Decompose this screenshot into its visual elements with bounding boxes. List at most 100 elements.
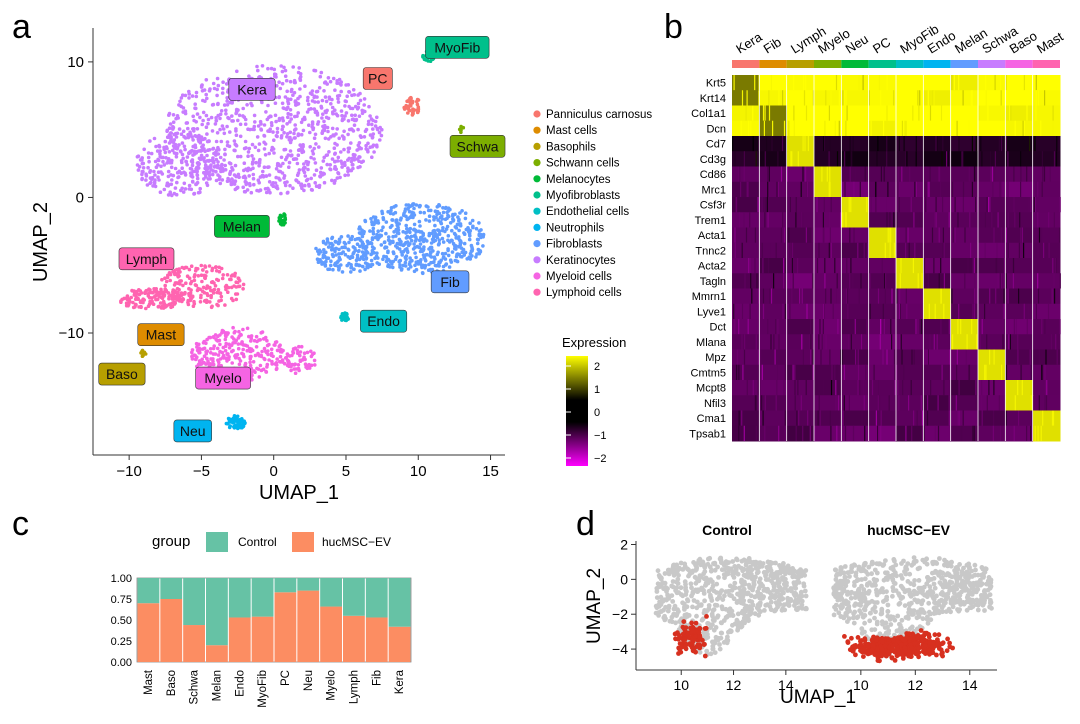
umap-cell-point: [306, 95, 310, 100]
heatmap-stripe: [823, 380, 825, 396]
heatmap-cell: [923, 212, 952, 228]
grey-cell-point: [685, 598, 691, 604]
umap-cell-point: [270, 123, 274, 128]
umap-cell-point: [352, 123, 357, 127]
umap-cell-point: [296, 153, 301, 157]
umap-cell-point: [246, 150, 251, 154]
umap-cell-point: [315, 95, 319, 99]
umap-cell-point: [277, 80, 281, 84]
legend-swatch: [533, 142, 541, 150]
umap-cell-point: [335, 127, 340, 131]
heatmap-cell: [786, 349, 815, 366]
heatmap-cell: [732, 136, 760, 152]
umap-cell-point: [250, 103, 254, 108]
umap-cell-point: [252, 369, 256, 373]
umap-cell-point: [443, 263, 448, 267]
umap-cell-point: [186, 300, 190, 305]
heatmap-stripe: [812, 273, 814, 289]
heatmap-stripe: [958, 410, 960, 426]
heatmap-stripe: [1053, 151, 1056, 167]
umap-cell-point: [354, 117, 359, 122]
heatmap-stripe: [852, 136, 854, 152]
umap-cell-point: [336, 241, 341, 246]
grey-cell-point: [775, 579, 781, 585]
umap-cell-point: [190, 94, 195, 98]
umap-cell-point: [329, 263, 333, 268]
umap-cell-point: [195, 180, 200, 185]
heatmap-stripe: [882, 303, 884, 319]
umap-cell-point: [333, 178, 337, 183]
umap-cell-point: [186, 133, 191, 138]
umap-cell-point: [411, 109, 415, 113]
umap-cell-point: [158, 190, 163, 194]
umap-cell-point: [466, 227, 471, 232]
red-cell-point: [702, 653, 708, 659]
umap-cell-point: [399, 242, 404, 247]
umap-cell-point: [283, 74, 288, 78]
umap-cell-point: [163, 150, 168, 155]
heatmap-stripe: [981, 319, 983, 335]
umap-cell-point: [289, 112, 293, 117]
umap-cell-point: [199, 156, 203, 161]
heatmap-cell: [978, 319, 1006, 335]
umap-cell-point: [404, 254, 409, 258]
grey-cell-point: [772, 608, 778, 614]
heatmap-stripe: [983, 120, 985, 136]
heatmap-stripe: [913, 212, 915, 228]
heatmap-cell: [868, 303, 897, 320]
heatmap-stripe: [767, 319, 769, 335]
umap-cell-point: [173, 166, 178, 171]
umap-cell-point: [163, 139, 168, 144]
umap-cell-point: [169, 173, 173, 177]
heatmap-cell: [759, 90, 788, 106]
grey-cell-point: [774, 588, 779, 594]
grey-cell-point: [706, 606, 712, 612]
umap-cell-point: [264, 369, 268, 374]
umap-cell-point: [257, 161, 262, 165]
umap-cell-point: [257, 375, 262, 379]
heatmap-stripe: [1003, 303, 1005, 319]
heatmap-stripe: [944, 120, 946, 136]
umap-cell-point: [375, 251, 379, 255]
umap-cell-point: [317, 86, 322, 90]
umap-cell-point: [376, 221, 381, 225]
heatmap-stripe: [810, 349, 812, 365]
grey-cell-point: [653, 603, 659, 609]
row-label: Tpsab1: [689, 428, 726, 440]
bar-ytick-label: 0.25: [111, 636, 132, 648]
umap-cell-point: [147, 159, 151, 164]
heatmap-stripe: [829, 227, 831, 243]
heatmap-cell: [923, 105, 952, 122]
umap-cell-point: [214, 118, 218, 123]
heatmap-stripe: [1044, 364, 1046, 380]
heatmap-stripe: [953, 395, 955, 411]
heatmap-stripe: [916, 410, 918, 426]
umap-cell-point: [282, 130, 286, 135]
heatmap-stripe: [754, 227, 756, 243]
heatmap-stripe: [1035, 75, 1037, 91]
umap-cell-point: [312, 173, 317, 177]
cluster-label-neu: Neu: [173, 419, 212, 443]
umap-cell-point: [260, 173, 265, 178]
umap-cell-point: [238, 122, 243, 127]
grey-cell-point: [700, 561, 706, 566]
grey-cell-point: [734, 600, 740, 605]
heatmap-stripe: [875, 425, 878, 441]
heatmap-stripe: [1008, 334, 1010, 350]
umap-cell-point: [248, 360, 252, 365]
umap-cell-point: [158, 152, 162, 156]
umap-cell-point: [371, 127, 375, 131]
umap-cells: [119, 49, 486, 431]
heatmap-stripe: [999, 75, 1002, 91]
heatmap-cell: [1005, 319, 1034, 335]
grey-cell-point: [739, 623, 745, 629]
umap-cell-point: [184, 281, 188, 286]
umap-cell-point: [169, 182, 174, 187]
bar-control: [274, 578, 297, 593]
umap-cell-point: [243, 176, 248, 180]
heatmap-stripe: [929, 105, 932, 121]
heatmap-cell: [786, 242, 815, 259]
heatmap-stripe: [842, 90, 844, 106]
umap-cell-point: [273, 113, 278, 118]
heatmap-stripe: [849, 136, 851, 152]
